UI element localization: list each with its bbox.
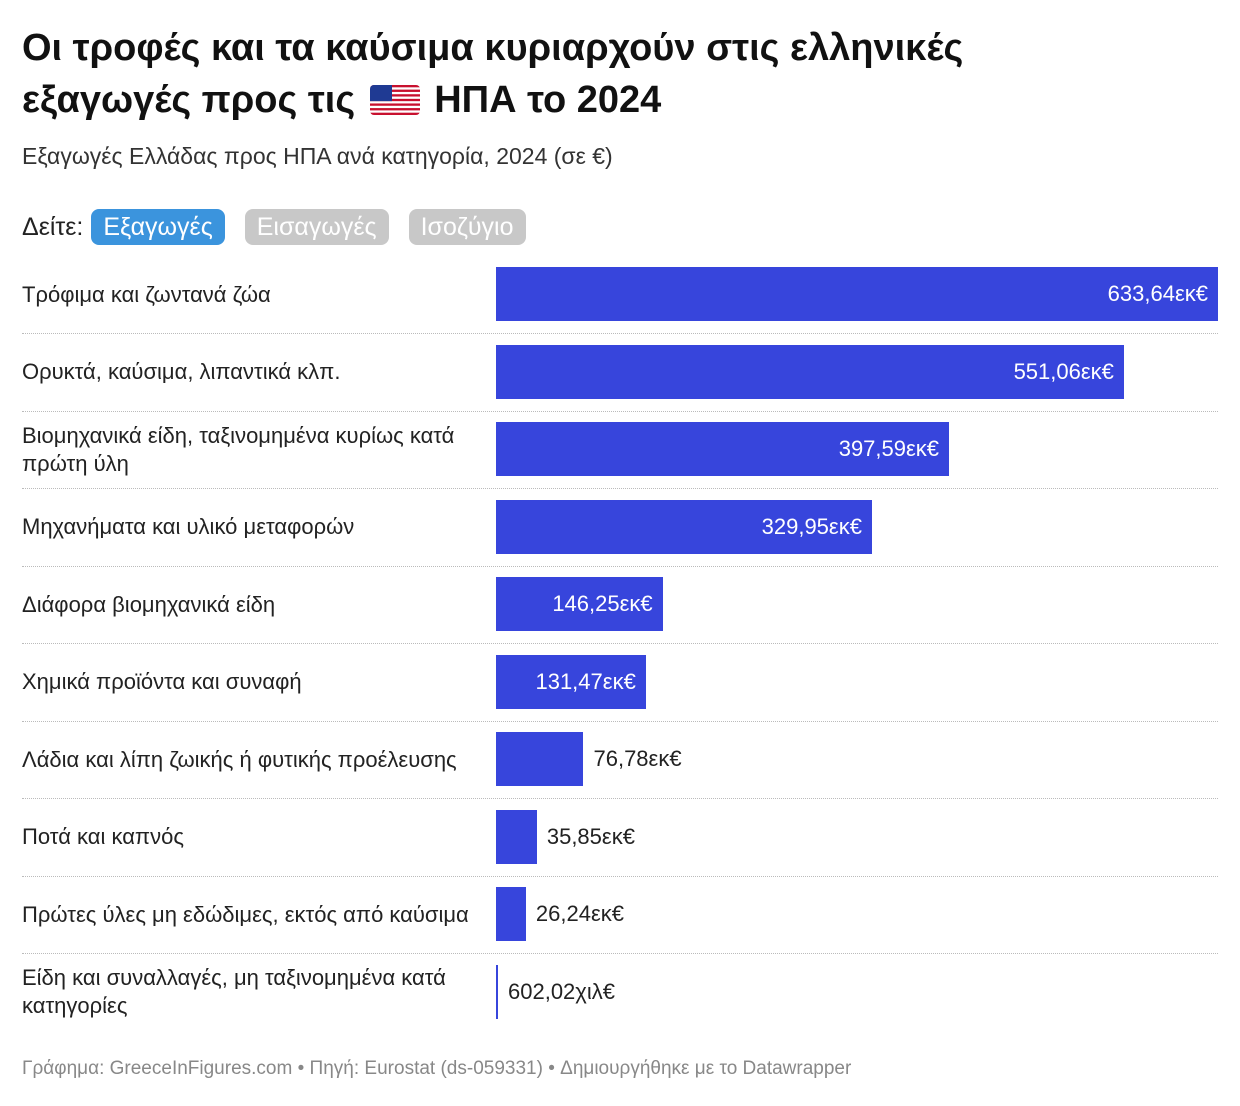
bar [496,344,1124,399]
tabs-label: Δείτε: [22,212,84,241]
category-label: Χημικά προϊόντα και συναφή [22,669,302,694]
bar [496,964,498,1019]
us-flag-icon [369,85,420,115]
category-label: Τρόφιμα και ζωντανά ζώα [22,281,271,307]
chart-subtitle: Εξαγωγές Ελλάδας προς ΗΠΑ ανά κατηγορία,… [22,143,613,169]
category-label: Είδη και συναλλαγές, μη ταξινομημένα κατ… [22,965,446,1018]
bar [496,809,537,864]
bar [496,732,584,786]
chart-row: Ποτά και καπνός 35,85εκ€ [22,799,1218,877]
bar-value-label: 76,78εκ€ [593,746,682,771]
bar-value-label: 146,25εκ€ [552,591,653,616]
chart-row: Τρόφιμα και ζωντανά ζώα 633,64εκ€ [22,256,1218,334]
tab-exports[interactable]: Εξαγωγές [91,209,225,245]
view-tabs: Δείτε: Εξαγωγές Εισαγωγές Ισοζύγιο [22,209,546,245]
bar [496,499,872,554]
chart-row: Μηχανήματα και υλικό μεταφορών 329,95εκ€ [22,489,1218,567]
title-line-2-end: ΗΠΑ το 2024 [434,79,662,121]
bar [496,654,646,709]
bar-value-label: 551,06εκ€ [1013,358,1114,384]
bar [496,422,950,476]
category-label: Ποτά και καπνός [22,824,184,849]
title-line-1: Οι τροφές και τα καύσιμα κυριαρχούν στις… [22,27,964,69]
chart-row: Λάδια και λίπη ζωικής ή φυτικής προέλευσ… [22,721,1218,799]
chart-row: Είδη και συναλλαγές, μη ταξινομημένα κατ… [22,954,1218,1031]
tab-imports[interactable]: Εισαγωγές [244,209,389,245]
category-label: Πρώτες ύλες μη εδώδιμες, εκτός από καύσι… [22,901,469,927]
bar [496,887,526,941]
category-label: Διάφορα βιομηχανικά είδη [22,591,276,617]
bar [496,267,1218,321]
title-line-2-start: εξαγωγές προς τις [22,79,356,121]
category-label: Βιομηχανικά είδη, ταξινομημένα κυρίως κα… [22,422,455,476]
bar-value-label: 602,02χιλ€ [508,978,615,1004]
bar-value-label: 633,64εκ€ [1107,281,1208,306]
chart-row: Διάφορα βιομηχανικά είδη 146,25εκ€ [22,566,1218,644]
chart-row: Βιομηχανικά είδη, ταξινομημένα κυρίως κα… [22,411,1218,489]
category-label: Ορυκτά, καύσιμα, λιπαντικά κλπ. [22,359,341,384]
bar-value-label: 35,85εκ€ [546,823,635,849]
bar-value-label: 131,47εκ€ [535,668,636,694]
bar-value-label: 397,59εκ€ [838,436,940,461]
category-label: Λάδια και λίπη ζωικής ή φυτικής προέλευσ… [22,746,457,772]
tab-balance[interactable]: Ισοζύγιο [408,209,526,245]
chart-footer: Γράφημα: GreeceInFigures.com • Πηγή: Eur… [22,1058,852,1079]
chart-title: Οι τροφές και τα καύσιμα κυριαρχούν στις… [22,22,1202,126]
chart-row: Ορυκτά, καύσιμα, λιπαντικά κλπ. 551,06εκ€ [22,334,1218,412]
bar [496,577,663,631]
bar-value-label: 26,24εκ€ [535,901,624,926]
category-label: Μηχανήματα και υλικό μεταφορών [22,514,355,539]
bar-value-label: 329,95εκ€ [761,513,862,539]
chart-row: Πρώτες ύλες μη εδώδιμες, εκτός από καύσι… [22,876,1218,954]
chart-row: Χημικά προϊόντα και συναφή 131,47εκ€ [22,644,1218,722]
